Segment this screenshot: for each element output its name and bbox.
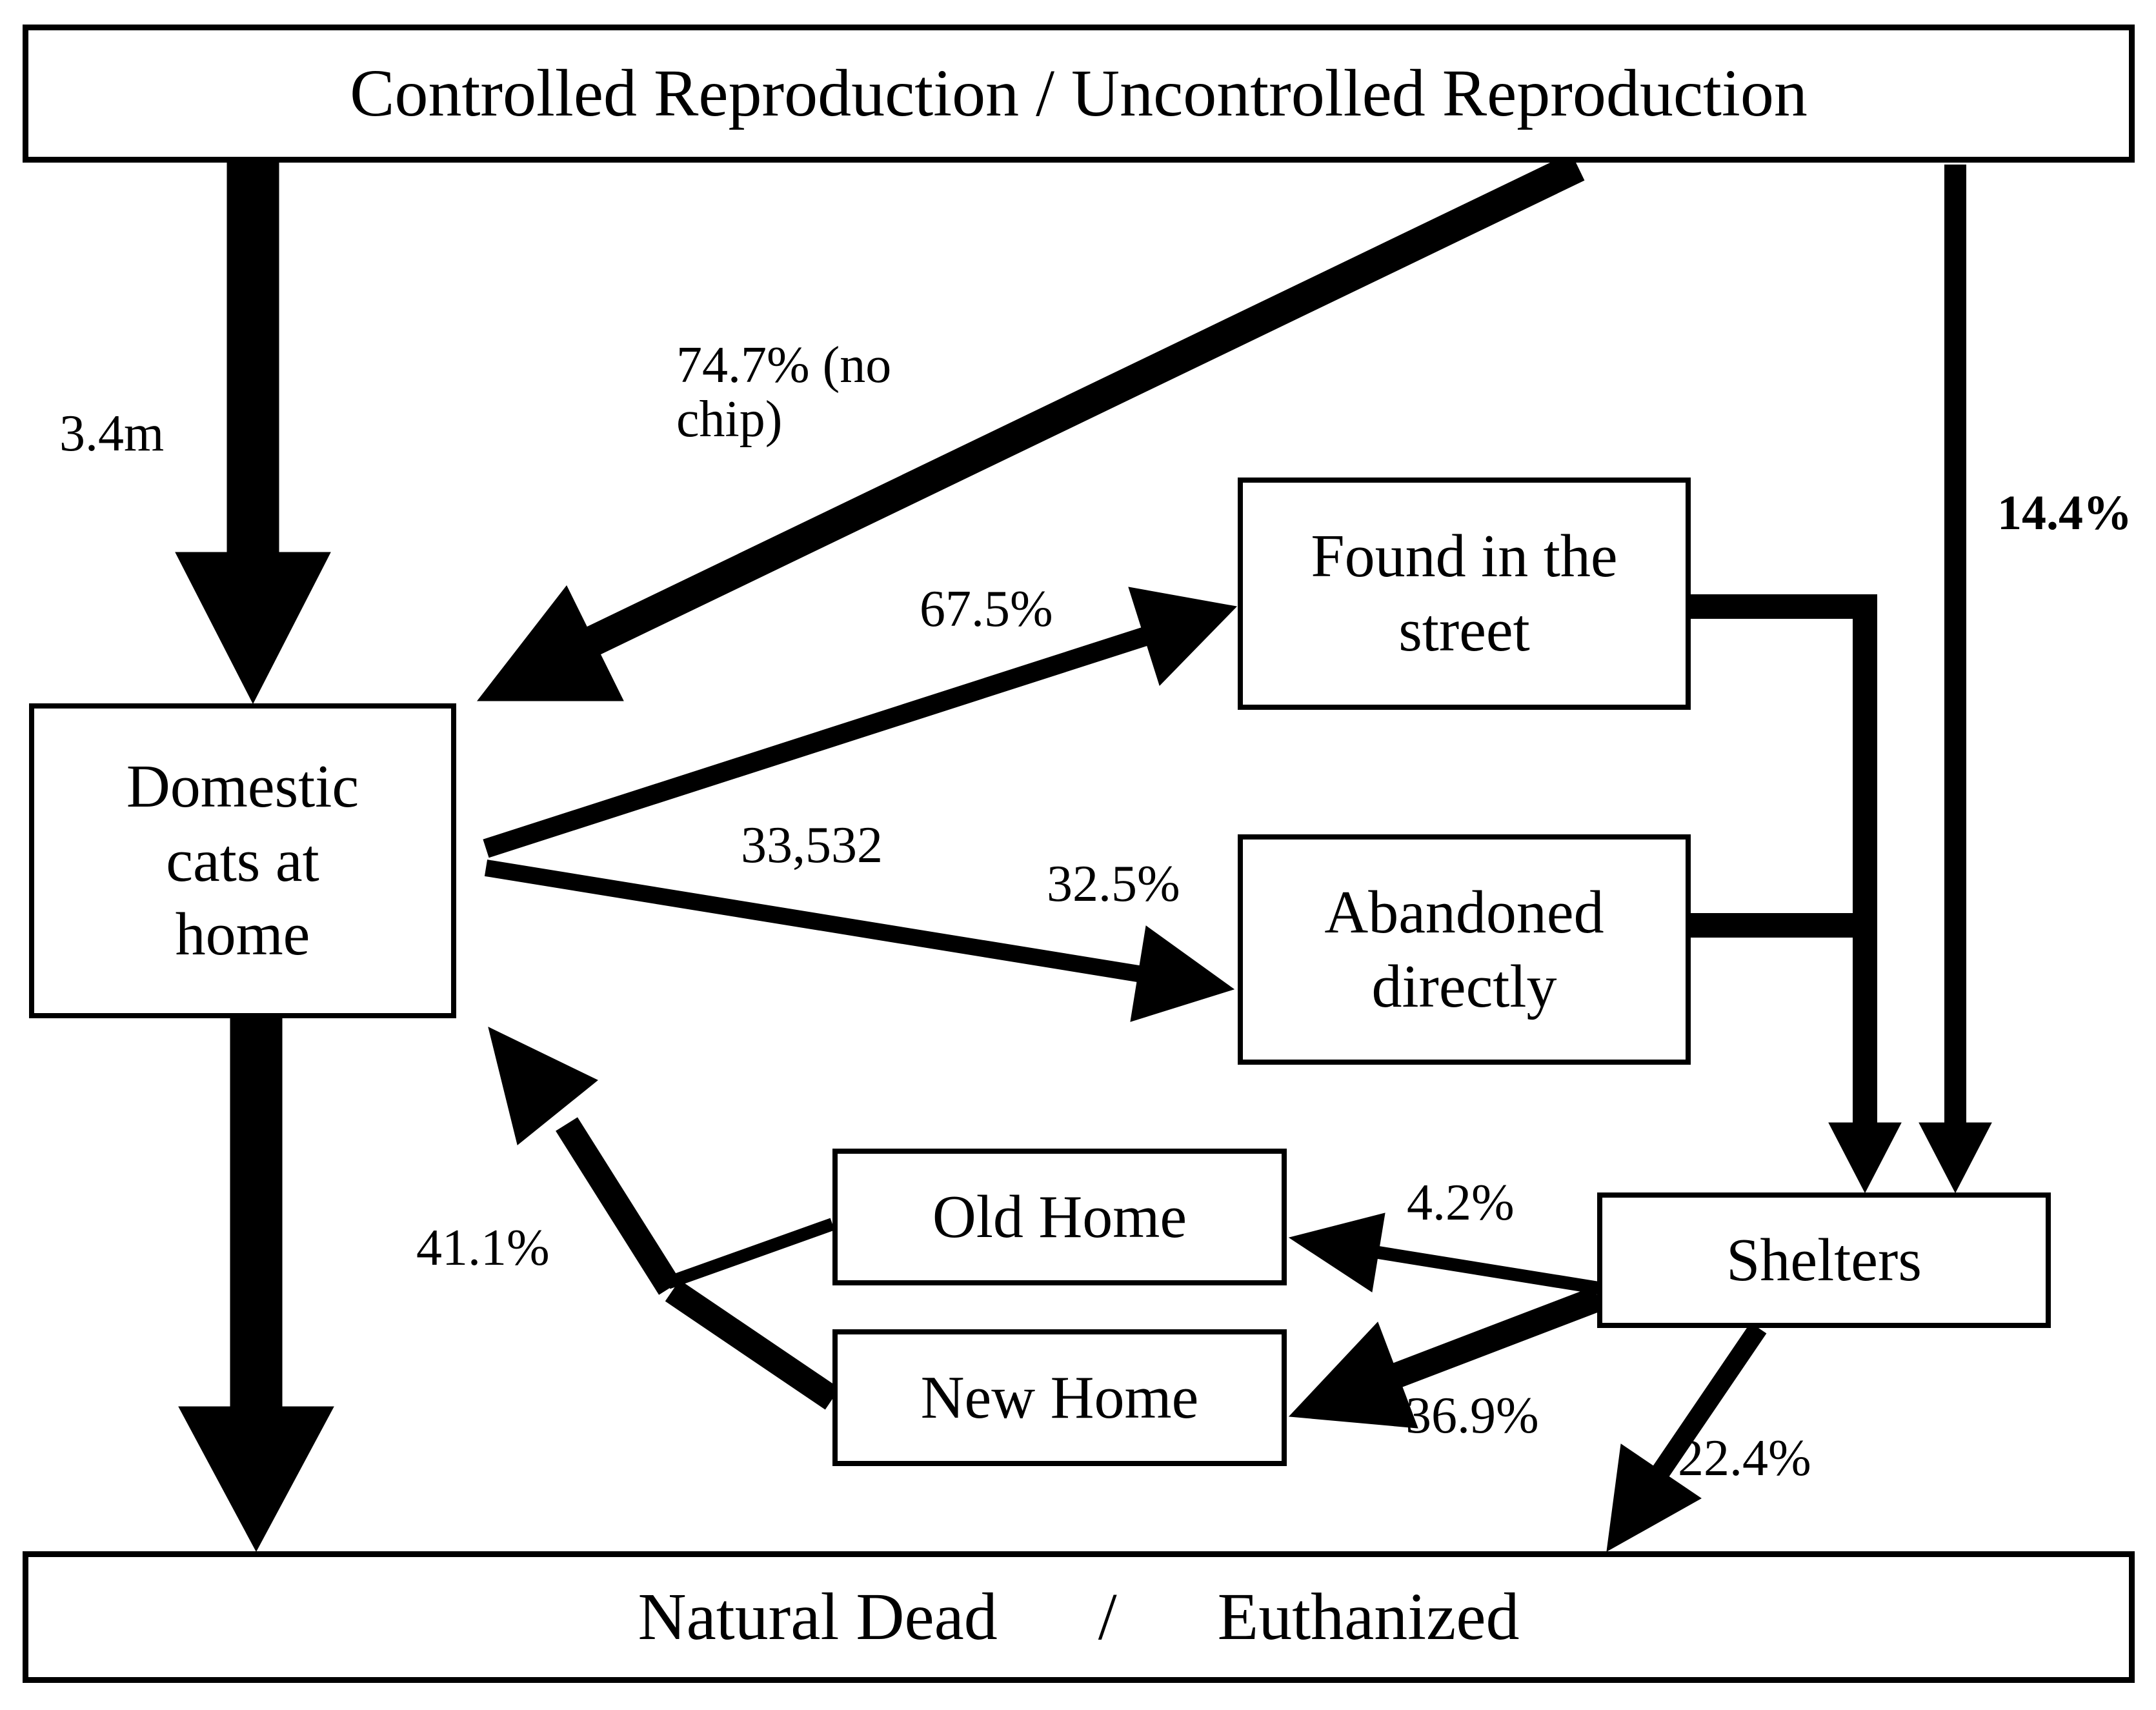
node-abandoned-directly: Abandoned directly (1238, 834, 1691, 1065)
arrow-reproduction-to-shelters (1919, 165, 1992, 1194)
new-home-label: New Home (920, 1363, 1199, 1431)
edge-label-67-5: 67.5% (920, 581, 1053, 638)
edge-label-32-5: 32.5% (1047, 856, 1180, 912)
arrow-shelters-to-new-home (1288, 1286, 1604, 1429)
edge-label-3-4m: 3.4m (59, 405, 165, 462)
top-banner-label: Controlled Reproduction / Uncontrolled R… (350, 55, 1808, 130)
old-home-label: Old Home (932, 1183, 1187, 1251)
edge-label-4-2: 4.2% (1407, 1174, 1515, 1231)
node-found-in-the-street: Found in the street (1238, 478, 1691, 710)
node-natural-dead-euthanized: Natural Dead / Euthanized (23, 1551, 2135, 1683)
bottom-banner-label: Natural Dead / Euthanized (638, 1579, 1520, 1654)
edge-label-36-9: 36.9% (1405, 1387, 1539, 1444)
arrow-no-chip-to-domestic (476, 152, 1585, 701)
arrow-domestic-to-dead (178, 1018, 334, 1553)
edge-label-41-1: 41.1% (416, 1220, 550, 1276)
arrow-shelters-to-old-home (1288, 1212, 1600, 1294)
arrow-homes-to-domestic (488, 1027, 840, 1410)
node-old-home: Old Home (832, 1149, 1287, 1285)
node-controlled-uncontrolled-reproduction: Controlled Reproduction / Uncontrolled R… (23, 25, 2135, 163)
found-label: Found in the street (1311, 523, 1618, 664)
node-domestic-cats-at-home: Domestic cats at home (29, 703, 456, 1018)
connector-found-to-shelters (1688, 594, 1902, 1194)
node-shelters: Shelters (1597, 1192, 2051, 1328)
arrow-reproduction-to-domestic (175, 162, 331, 705)
edge-label-14-4: 14.4% (1997, 486, 2132, 540)
node-new-home: New Home (832, 1329, 1287, 1466)
arrow-domestic-to-abandoned (484, 860, 1235, 1022)
arrow-domestic-to-found (483, 587, 1238, 858)
abandoned-label: Abandoned directly (1324, 878, 1604, 1020)
shelters-label: Shelters (1726, 1226, 1922, 1294)
edge-label-74-7-no-chip: 74.7% (no chip) (676, 337, 892, 448)
arrow-shelters-to-euthanized (1606, 1322, 1767, 1552)
domestic-label: Domestic cats at home (126, 752, 359, 969)
edge-label-33532: 33,532 (741, 817, 883, 874)
edge-label-22-4: 22.4% (1678, 1430, 1811, 1487)
